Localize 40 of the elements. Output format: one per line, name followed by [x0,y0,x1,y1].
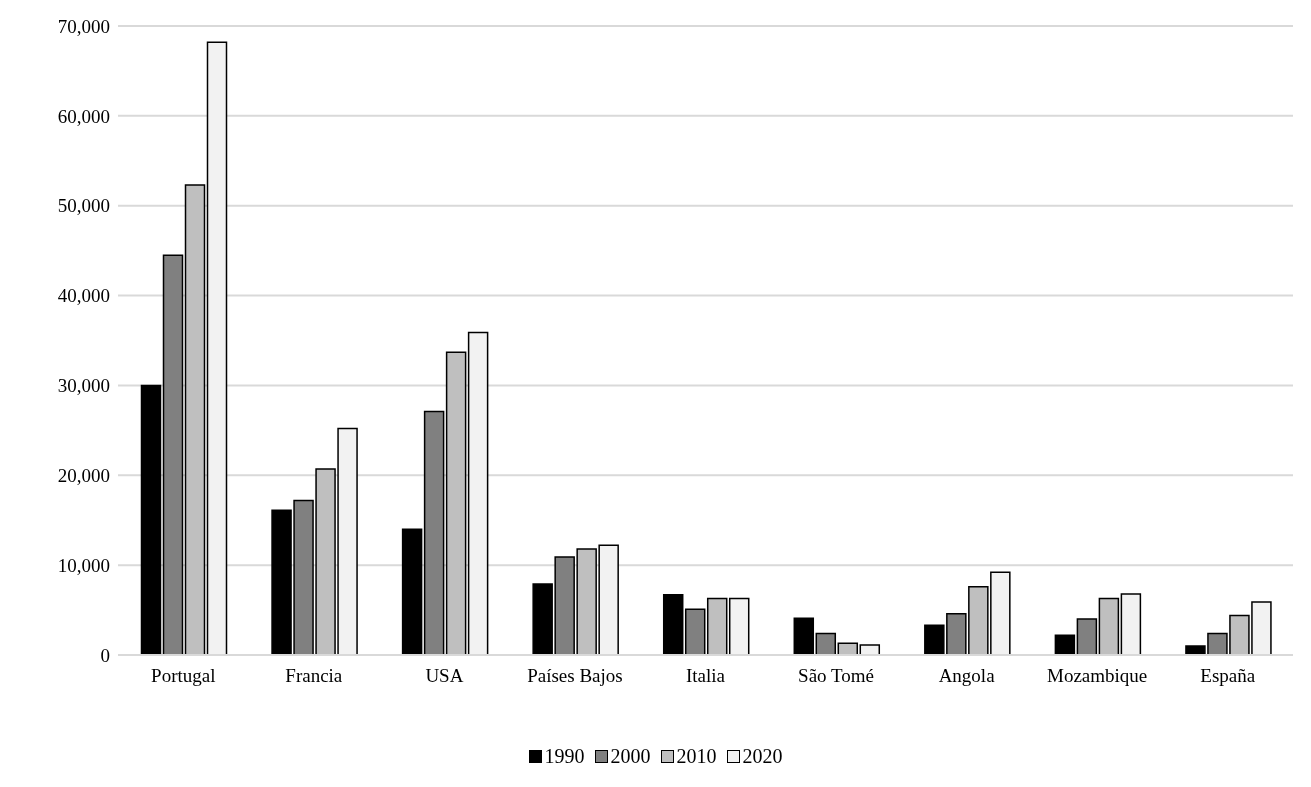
x-tick-label: Mozambique [1047,665,1148,687]
bar [728,597,750,655]
legend-label: 2020 [742,745,783,768]
bar [859,644,881,655]
bar [706,597,728,655]
bar [1098,597,1120,655]
legend-label: 2000 [610,745,651,768]
x-tick-label: España [1200,665,1256,687]
bar [423,410,445,655]
bar [684,608,706,655]
y-tick-label: 50,000 [57,195,110,217]
bar [445,351,467,655]
bar [1054,634,1076,655]
bar [401,528,423,655]
bar [162,254,184,655]
bar [815,632,837,655]
bar [184,184,206,655]
x-tick-label: Portugal [151,665,216,687]
y-tick-label: 70,000 [57,15,110,37]
y-tick-label: 20,000 [57,465,110,487]
bar [1076,618,1098,655]
x-tick-label: Países Bajos [527,665,623,687]
y-tick-label: 10,000 [57,554,110,576]
bar [1120,593,1142,655]
bar [793,617,815,655]
x-tick-label: São Tomé [798,665,875,687]
y-tick-label: 0 [100,644,110,666]
x-tick-label: Angola [938,665,996,687]
bar [467,331,489,655]
legend-label: 2010 [676,745,717,768]
bar [140,384,162,655]
y-tick-label: 30,000 [57,375,110,397]
bar [662,594,684,655]
x-tick-label: USA [425,665,464,687]
y-tick-label: 60,000 [57,105,110,127]
y-tick-label: 40,000 [57,285,110,307]
x-tick-label: Italia [685,665,726,687]
legend-label: 1990 [544,745,585,768]
bar [206,41,228,655]
x-tick-label: Francia [285,665,343,687]
